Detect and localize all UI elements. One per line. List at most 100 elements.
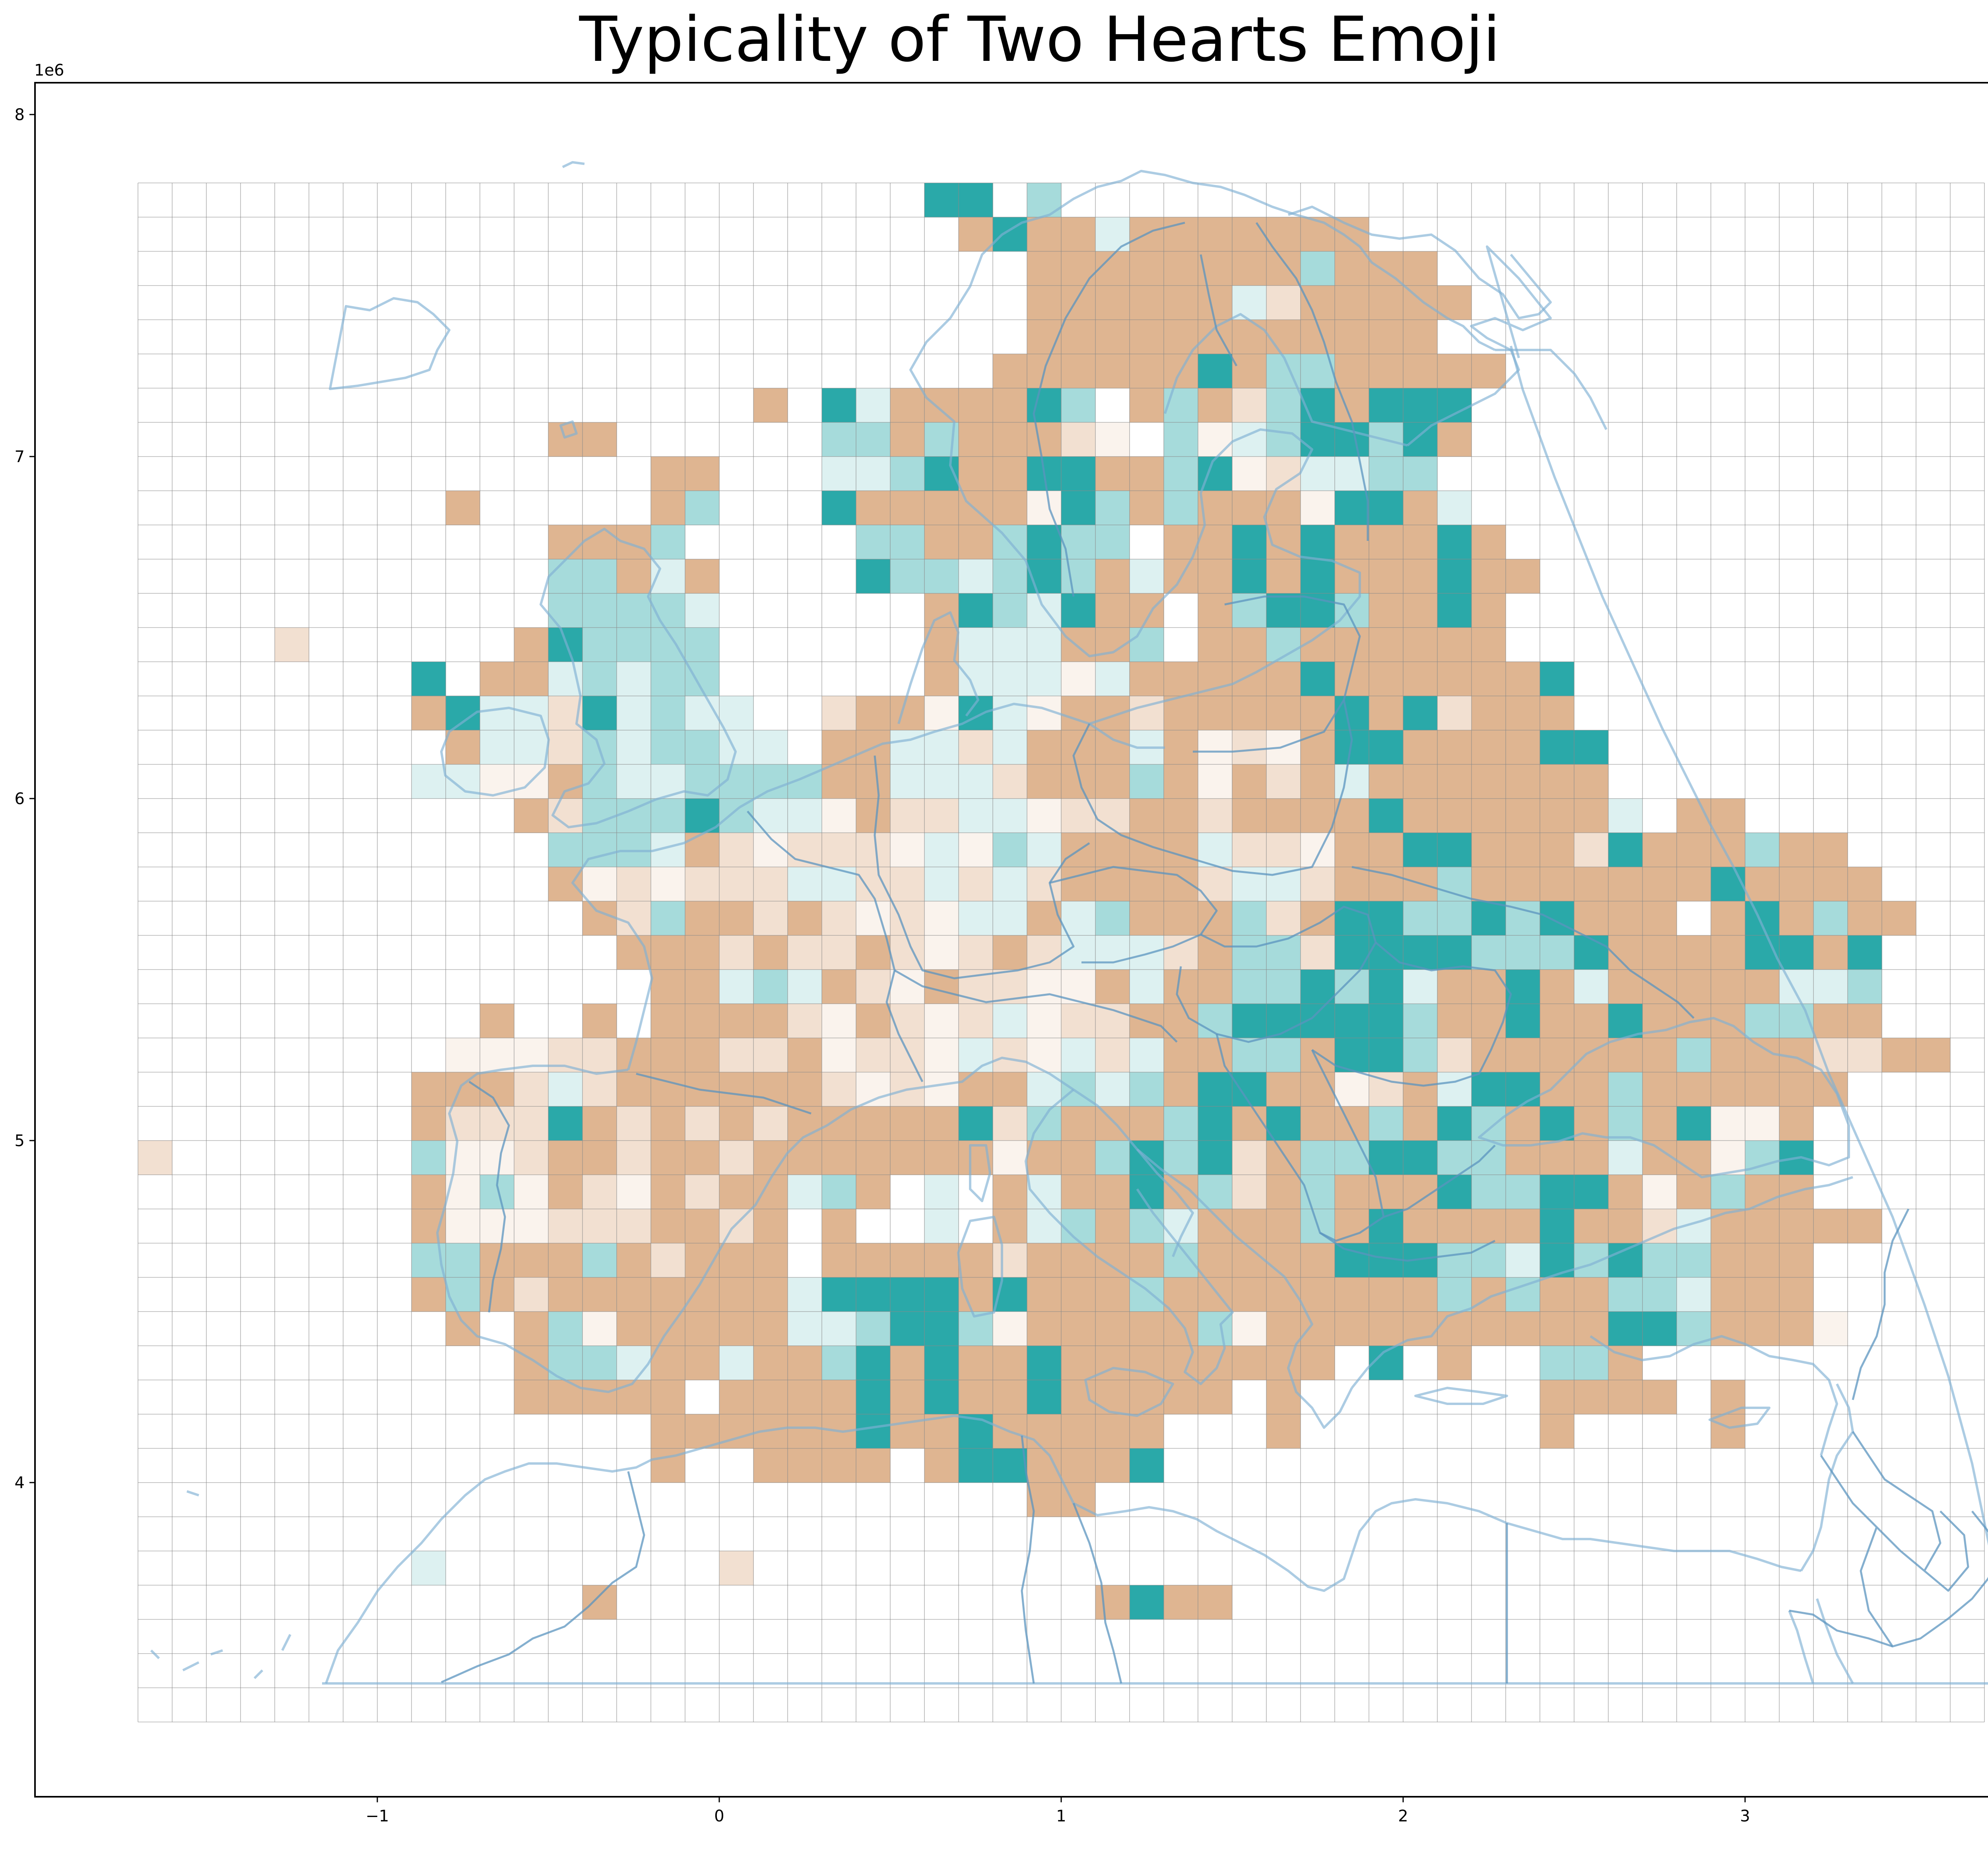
border-turkey-east xyxy=(1852,1208,1910,1400)
heatmap-cell xyxy=(1130,286,1164,320)
heatmap-cell xyxy=(822,1004,856,1038)
heatmap-cell xyxy=(514,1312,549,1346)
heatmap-cell xyxy=(1095,1380,1130,1415)
heatmap-cell xyxy=(1061,1414,1096,1449)
heatmap-cell xyxy=(1198,1072,1233,1107)
heatmap-cell xyxy=(822,388,856,423)
heatmap-cell xyxy=(1232,662,1267,696)
heatmap-cell xyxy=(856,935,891,970)
heatmap-cell xyxy=(1232,525,1267,560)
heatmap-cell xyxy=(1027,1312,1062,1346)
coastline-north-africa xyxy=(325,1415,1802,1684)
coastline-iceland xyxy=(329,297,450,390)
heatmap-cell xyxy=(412,1209,446,1244)
heatmap-cell xyxy=(1061,491,1096,525)
heatmap-cell xyxy=(822,1243,856,1278)
heatmap-cell xyxy=(1677,1243,1711,1278)
heatmap-cell xyxy=(1472,559,1506,594)
heatmap-cell xyxy=(1540,764,1574,799)
heatmap-cell xyxy=(1232,388,1267,423)
heatmap-cell xyxy=(1369,593,1404,628)
y-axis-ticks: 4 5 6 7 8 xyxy=(15,106,35,1492)
heatmap-cell xyxy=(1437,1312,1472,1346)
coastline-uk xyxy=(540,528,737,828)
heatmap-cell xyxy=(480,1004,514,1038)
heatmap-cell xyxy=(1779,1277,1814,1312)
coastline-east-edge xyxy=(322,1073,1988,1685)
heatmap-cell xyxy=(1437,422,1472,457)
heatmap-cell xyxy=(1506,833,1540,867)
heatmap-cell xyxy=(1437,970,1472,1004)
heatmap-cell xyxy=(993,867,1027,902)
heatmap-cell xyxy=(856,833,891,867)
heatmap-cell xyxy=(651,457,685,491)
heatmap-cell xyxy=(1369,901,1404,936)
heatmap-cell xyxy=(548,1106,583,1141)
coastline-cyprus xyxy=(1708,1407,1771,1429)
heatmap-cell xyxy=(1711,1038,1745,1073)
heatmap-cell xyxy=(1745,1106,1780,1141)
border-greece-north xyxy=(1319,1232,1496,1262)
heatmap-cell xyxy=(1369,388,1404,423)
heatmap-cell xyxy=(719,1004,754,1038)
heatmap-cell xyxy=(788,1277,822,1312)
heatmap-cell xyxy=(1642,901,1677,936)
heatmap-cell xyxy=(1403,1277,1438,1312)
heatmap-cell xyxy=(1848,901,1882,936)
coastline-baltic xyxy=(1025,428,1361,725)
heatmap-cell xyxy=(1130,1243,1164,1278)
heatmap-cell xyxy=(1848,1038,1882,1073)
heatmap-cell xyxy=(1198,1243,1233,1278)
heatmap-cell xyxy=(924,1346,959,1380)
coastline-shetland xyxy=(559,420,578,439)
heatmap-cell xyxy=(617,662,651,696)
heatmap-cell xyxy=(582,1072,617,1107)
heatmap-cell xyxy=(1540,970,1574,1004)
heatmap-cell xyxy=(890,799,925,833)
heatmap-cell xyxy=(1574,970,1609,1004)
heatmap-cell xyxy=(1130,1585,1164,1620)
heatmap-cell xyxy=(1095,286,1130,320)
heatmap-cell xyxy=(1437,593,1472,628)
heatmap-cell xyxy=(1403,662,1438,696)
heatmap-cell xyxy=(1232,1312,1267,1346)
heatmap-cell xyxy=(1061,251,1096,286)
heatmap-cell xyxy=(1232,1175,1267,1209)
heatmap-cell xyxy=(685,1277,720,1312)
heatmap-cell xyxy=(993,628,1027,662)
heatmap-cell xyxy=(582,1346,617,1380)
grid-lines xyxy=(138,183,1985,1722)
heatmap-cell xyxy=(993,491,1027,525)
heatmap-cell xyxy=(993,1175,1027,1209)
heatmap-cell xyxy=(446,1312,480,1346)
heatmap-cell xyxy=(1403,1004,1438,1038)
heatmap-cell xyxy=(1130,1380,1164,1415)
heatmap-cell xyxy=(1095,217,1130,252)
heatmap-cell xyxy=(685,628,720,662)
heatmap-cell xyxy=(514,1072,549,1107)
heatmap-cell xyxy=(1745,1209,1780,1244)
heatmap-cell xyxy=(1027,491,1062,525)
heatmap-cell xyxy=(788,901,822,936)
heatmap-cell xyxy=(856,1243,891,1278)
heatmap-cell xyxy=(1027,1414,1062,1449)
heatmap-cell xyxy=(651,1072,685,1107)
heatmap-cell xyxy=(959,1072,993,1107)
heatmap-cell xyxy=(685,1414,720,1449)
heatmap-cell xyxy=(856,422,891,457)
heatmap-cell xyxy=(1027,730,1062,765)
heatmap-cell xyxy=(719,1175,754,1209)
heatmap-cell xyxy=(651,867,685,902)
heatmap-cell xyxy=(1232,320,1267,354)
heatmap-cell xyxy=(1608,1380,1643,1415)
heatmap-cell xyxy=(1198,970,1233,1004)
heatmap-cell xyxy=(1677,1072,1711,1107)
heatmap-cell xyxy=(1574,833,1609,867)
heatmap-cell xyxy=(719,799,754,833)
heatmap-cell xyxy=(924,1004,959,1038)
heatmap-cell xyxy=(822,1141,856,1175)
heatmap-cell xyxy=(1266,286,1301,320)
heatmap-cell xyxy=(1061,1038,1096,1073)
heatmap-cell xyxy=(993,1106,1027,1141)
heatmap-cell xyxy=(1403,901,1438,936)
